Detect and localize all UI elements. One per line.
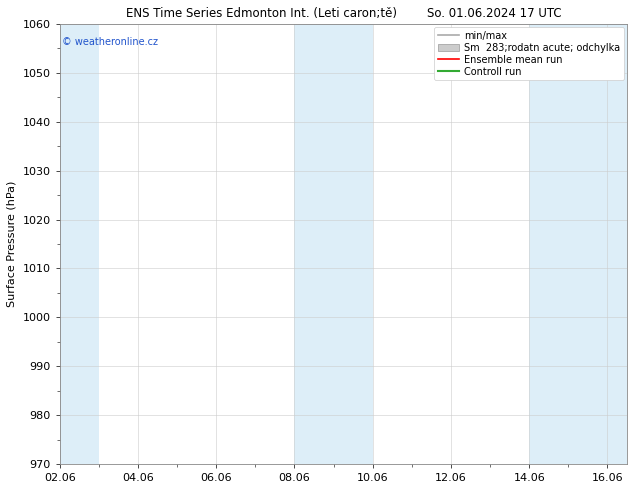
Title: ENS Time Series Edmonton Int. (Leti caron;tě)        So. 01.06.2024 17 UTC: ENS Time Series Edmonton Int. (Leti caro… bbox=[126, 7, 561, 20]
Bar bbox=[529, 24, 627, 464]
Text: © weatheronline.cz: © weatheronline.cz bbox=[63, 37, 158, 47]
Bar bbox=[60, 24, 99, 464]
Y-axis label: Surface Pressure (hPa): Surface Pressure (hPa) bbox=[7, 181, 17, 307]
Bar bbox=[294, 24, 373, 464]
Legend: min/max, Sm  283;rodatn acute; odchylka, Ensemble mean run, Controll run: min/max, Sm 283;rodatn acute; odchylka, … bbox=[434, 27, 624, 80]
